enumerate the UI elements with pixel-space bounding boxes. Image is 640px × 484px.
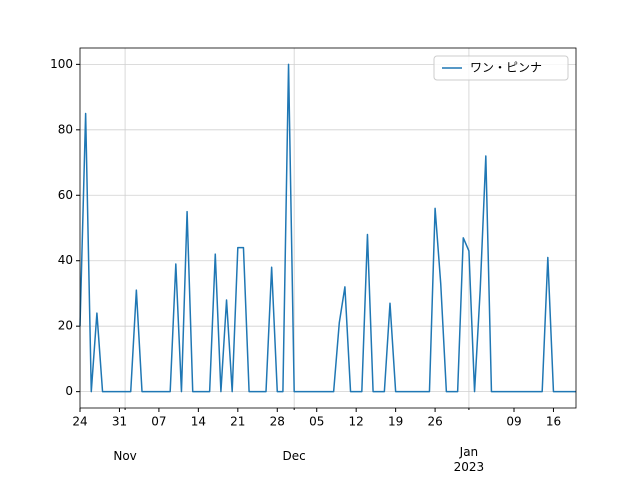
x-tick-label: 24: [72, 415, 87, 429]
x-tick-label: 31: [112, 415, 127, 429]
plot-frame: [79, 47, 577, 409]
x-tick-label: 19: [388, 415, 403, 429]
y-tick-label: 60: [58, 188, 73, 202]
x-minor-tick-label: Jan 2023: [453, 445, 485, 474]
x-tick-label: 07: [151, 415, 166, 429]
x-tick-label: 12: [349, 415, 364, 429]
x-tick-label: 05: [309, 415, 324, 429]
legend-box: [433, 55, 569, 81]
x-tick-label: 26: [427, 415, 442, 429]
x-tick-label: 28: [270, 415, 285, 429]
y-tick-label: 80: [58, 122, 73, 136]
legend-label: ワン・ピンナ: [470, 61, 542, 75]
y-tick-label: 40: [58, 253, 73, 267]
x-tick-label: 21: [230, 415, 245, 429]
legend: ワン・ピンナ: [433, 55, 569, 81]
x-tick-label: 14: [191, 415, 206, 429]
x-tick-label: 16: [546, 415, 561, 429]
y-tick-label: 0: [65, 384, 73, 398]
y-tick-label: 20: [58, 319, 73, 333]
x-minor-tick-label: Nov: [113, 448, 137, 463]
line: [79, 63, 576, 393]
x-tick-label: 09: [506, 415, 521, 429]
y-tick-label: 100: [50, 57, 73, 71]
x-minor-tick-label: Dec: [282, 448, 306, 463]
